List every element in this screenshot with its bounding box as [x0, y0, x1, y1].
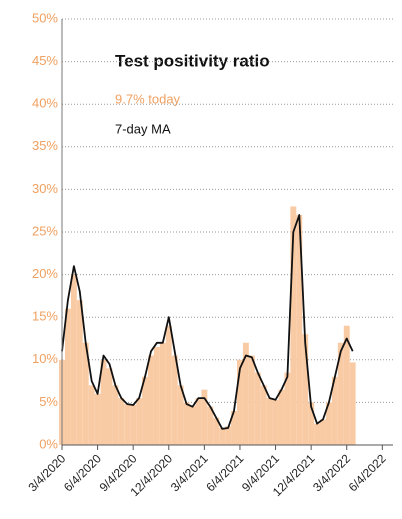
y-tick-label: 20%: [32, 266, 58, 281]
y-tick-label: 35%: [32, 138, 58, 153]
bar: [112, 385, 119, 445]
bar: [171, 355, 178, 445]
bar: [242, 342, 249, 445]
bar: [148, 355, 154, 445]
bar: [219, 427, 226, 445]
bar: [213, 417, 220, 445]
bar: [142, 376, 149, 445]
x-tick-label: 3/4/2020: [25, 451, 68, 494]
bar: [231, 410, 237, 445]
x-tick-label: 3/4/2021: [168, 451, 211, 494]
bar: [272, 399, 279, 445]
bar: [278, 389, 285, 445]
y-tick-label: 0%: [39, 436, 58, 451]
bar: [88, 385, 95, 445]
y-tick-label: 5%: [39, 394, 58, 409]
bar: [266, 398, 273, 445]
y-tick-label: 10%: [32, 351, 58, 366]
annotation: 9.7% today: [115, 91, 181, 106]
bar: [82, 342, 89, 445]
bar: [70, 274, 77, 445]
bar: [207, 406, 214, 445]
x-tick-label: 3/4/2022: [310, 451, 353, 494]
bar: [343, 325, 350, 445]
bar: [302, 334, 309, 445]
bar: [284, 372, 291, 445]
bar: [308, 402, 315, 445]
x-tick-label: 6/4/2022: [346, 451, 389, 494]
chart-title: Test positivity ratio: [115, 51, 270, 70]
bar: [124, 404, 131, 445]
bar: [290, 206, 297, 445]
bar: [76, 300, 83, 445]
y-tick-label: 45%: [32, 53, 58, 68]
x-tick-label: 6/4/2020: [61, 451, 104, 494]
y-tick-label: 15%: [32, 309, 58, 324]
y-tick-label: 30%: [32, 181, 58, 196]
bar: [177, 385, 184, 445]
bar: [296, 214, 303, 445]
bar: [349, 362, 356, 445]
y-tick-label: 50%: [32, 10, 58, 25]
y-tick-label: 25%: [32, 223, 58, 238]
bar: [165, 325, 172, 445]
bar: [159, 342, 166, 445]
bar: [236, 359, 243, 445]
bar: [325, 402, 332, 445]
bar: [189, 405, 196, 445]
bar: [118, 398, 125, 445]
bar: [106, 368, 113, 445]
bar: [320, 419, 326, 445]
bar: [64, 308, 71, 445]
bar: [260, 385, 267, 445]
bar: [225, 426, 232, 445]
bar: [100, 359, 107, 445]
bar: [153, 347, 160, 445]
bar: [201, 389, 208, 445]
bar: [94, 393, 101, 445]
bar: [195, 398, 202, 445]
ma-line: [61, 214, 354, 430]
bar: [331, 376, 338, 445]
bar: [130, 404, 137, 445]
bar: [248, 355, 255, 445]
bar: [337, 342, 344, 445]
legend-label: 7-day MA: [115, 121, 171, 136]
bar: [314, 423, 321, 445]
bar: [183, 402, 190, 445]
x-tick-label: 6/4/2021: [203, 451, 246, 494]
bar: [254, 372, 261, 445]
y-tick-label: 40%: [32, 96, 58, 111]
bar: [136, 398, 143, 445]
